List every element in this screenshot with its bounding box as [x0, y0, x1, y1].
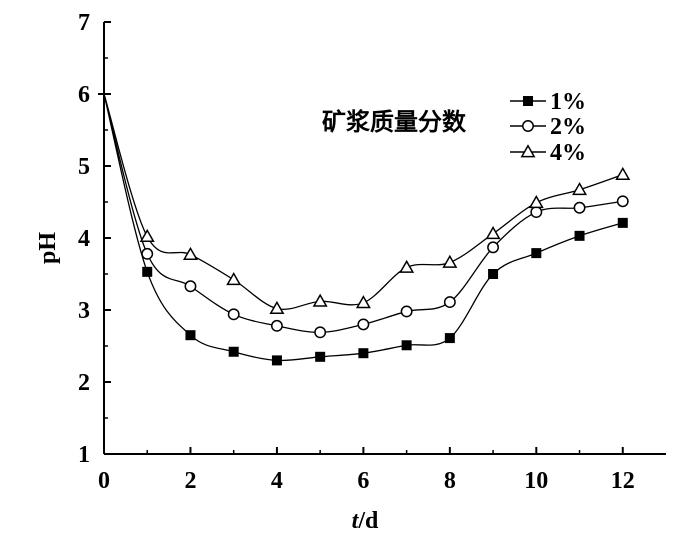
- data-point: [271, 355, 282, 366]
- legend-marker: [522, 120, 534, 132]
- data-point: [531, 248, 542, 259]
- data-point: [574, 230, 585, 241]
- series-1pct: [103, 93, 628, 366]
- legend-marker: [520, 144, 536, 158]
- x-tick-label: 2: [184, 468, 196, 494]
- data-point: [400, 305, 413, 318]
- data-point: [355, 295, 371, 309]
- x-axis-title-italic: t: [352, 508, 360, 534]
- data-point: [485, 225, 501, 240]
- legend-marker: [523, 96, 533, 106]
- data-point: [615, 166, 631, 181]
- data-point: [312, 293, 328, 307]
- data-point: [528, 195, 544, 209]
- data-point: [399, 259, 415, 273]
- data-point: [442, 254, 458, 268]
- data-point: [358, 348, 369, 359]
- data-point: [315, 351, 326, 362]
- series-4pct: [103, 93, 631, 314]
- data-point: [269, 300, 285, 314]
- data-point: [182, 246, 198, 260]
- x-axis-title-unit: /d: [357, 508, 379, 534]
- y-axis-title: pH: [35, 232, 61, 264]
- data-point: [185, 330, 196, 341]
- data-point: [139, 228, 155, 242]
- x-tick-label: 6: [357, 468, 369, 494]
- data-point: [357, 318, 370, 331]
- data-point: [488, 269, 499, 279]
- data-point: [227, 308, 240, 321]
- data-point: [487, 241, 500, 254]
- y-tick-label: 1: [78, 442, 90, 468]
- legend: 1%2%4%: [510, 89, 586, 166]
- data-point: [401, 340, 412, 351]
- data-point: [142, 266, 153, 277]
- y-tick-label: 3: [78, 298, 90, 324]
- y-tick-label: 6: [78, 82, 90, 108]
- data-point: [444, 333, 455, 344]
- data-point: [530, 206, 543, 219]
- data-point: [141, 247, 154, 260]
- data-point: [314, 326, 327, 339]
- x-tick-label: 8: [444, 468, 456, 494]
- series-layer: [98, 93, 631, 366]
- series-2pct: [103, 93, 629, 339]
- y-tick-label: 2: [78, 370, 90, 396]
- data-point: [184, 280, 197, 293]
- legend-label: 1%: [550, 89, 586, 115]
- legend-title: 矿浆质量分数: [322, 108, 467, 136]
- y-tick-label: 5: [78, 154, 90, 180]
- x-axis-title: t/d: [352, 508, 379, 534]
- legend-label: 2%: [550, 114, 586, 140]
- data-point: [616, 195, 629, 208]
- y-tick-label: 7: [78, 10, 90, 36]
- data-point: [573, 201, 586, 214]
- x-tick-label: 4: [271, 468, 283, 494]
- data-point: [443, 296, 456, 309]
- x-tick-label: 12: [611, 468, 635, 494]
- legend-label: 4%: [550, 140, 586, 166]
- data-point: [226, 272, 242, 286]
- x-tick-label: 10: [524, 468, 548, 494]
- x-tick-label: 0: [98, 468, 110, 494]
- data-point: [572, 182, 588, 196]
- data-point: [617, 217, 628, 228]
- data-point: [228, 346, 239, 357]
- y-tick-label: 4: [78, 226, 90, 252]
- data-point: [270, 319, 283, 332]
